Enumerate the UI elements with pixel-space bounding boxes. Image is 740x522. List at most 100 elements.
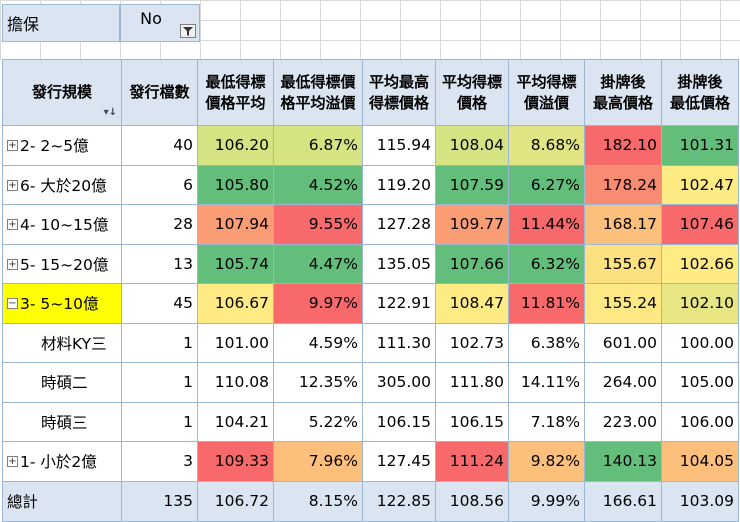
value-cell[interactable]: 9.55%	[273, 204, 363, 245]
value-cell[interactable]: 102.47	[661, 164, 739, 205]
value-cell[interactable]: 108.47	[435, 283, 509, 324]
expand-icon[interactable]: +	[7, 258, 18, 270]
value-cell[interactable]: 4.52%	[273, 164, 363, 205]
grand-total-cell[interactable]: 135	[121, 480, 198, 522]
row-label-cell[interactable]: +2- 2~5億	[2, 125, 122, 166]
value-cell[interactable]: 104.21	[197, 401, 274, 442]
value-cell[interactable]: 40	[121, 125, 198, 166]
value-cell[interactable]: 7.18%	[508, 401, 585, 442]
value-cell[interactable]: 6.38%	[508, 322, 585, 363]
value-cell[interactable]: 102.10	[661, 283, 739, 324]
value-cell[interactable]: 155.67	[584, 243, 662, 284]
grand-total-label[interactable]: 總計	[2, 480, 122, 522]
value-cell[interactable]: 1	[121, 401, 198, 442]
filter-dropdown-button[interactable]	[180, 24, 196, 38]
value-cell[interactable]: 105.00	[661, 362, 739, 403]
value-cell[interactable]: 1	[121, 322, 198, 363]
value-cell[interactable]: 105.74	[197, 243, 274, 284]
value-cell[interactable]: 111.24	[435, 441, 509, 482]
value-cell[interactable]: 119.20	[362, 164, 436, 205]
grand-total-cell[interactable]: 9.99%	[508, 480, 585, 522]
grand-total-cell[interactable]: 166.61	[584, 480, 662, 522]
value-cell[interactable]: 106.20	[197, 125, 274, 166]
value-cell[interactable]: 104.05	[661, 441, 739, 482]
pivot-row[interactable]: +1- 小於2億 3 109.33 7.96% 127.45 111.24 9.82% 140…	[2, 441, 739, 482]
value-cell[interactable]: 8.68%	[508, 125, 585, 166]
row-label-cell[interactable]: +5- 15~20億	[2, 243, 122, 284]
value-cell[interactable]: 1	[121, 362, 198, 403]
value-cell[interactable]: 223.00	[584, 401, 662, 442]
value-cell[interactable]: 9.97%	[273, 283, 363, 324]
value-cell[interactable]: 122.91	[362, 283, 436, 324]
value-cell[interactable]: 106.15	[435, 401, 509, 442]
value-cell[interactable]: 115.94	[362, 125, 436, 166]
row-label-cell[interactable]: 時碩二	[2, 362, 122, 403]
pivot-row[interactable]: 時碩二 1 110.08 12.35% 305.00 111.80 14.11% 264.00…	[2, 362, 739, 403]
pivot-row[interactable]: +6- 大於20億 6 105.80 4.52% 119.20 107.59 6.27% 17…	[2, 164, 739, 205]
pivot-row[interactable]: 材料KY三 1 101.00 4.59% 111.30 102.73 6.38% 601.00…	[2, 322, 739, 363]
value-cell[interactable]: 127.28	[362, 204, 436, 245]
value-cell[interactable]: 28	[121, 204, 198, 245]
value-cell[interactable]: 107.94	[197, 204, 274, 245]
expand-icon[interactable]: +	[7, 140, 18, 152]
value-cell[interactable]: 14.11%	[508, 362, 585, 403]
value-cell[interactable]: 107.46	[661, 204, 739, 245]
collapse-icon[interactable]: −	[7, 298, 18, 310]
value-cell[interactable]: 110.08	[197, 362, 274, 403]
value-cell[interactable]: 12.35%	[273, 362, 363, 403]
value-cell[interactable]: 135.05	[362, 243, 436, 284]
value-cell[interactable]: 6	[121, 164, 198, 205]
pivot-row[interactable]: +4- 10~15億 28 107.94 9.55% 127.28 109.77 11.44…	[2, 204, 739, 245]
value-cell[interactable]: 4.47%	[273, 243, 363, 284]
expand-icon[interactable]: +	[7, 179, 18, 191]
value-cell[interactable]: 102.66	[661, 243, 739, 284]
value-cell[interactable]: 9.82%	[508, 441, 585, 482]
grand-total-row[interactable]: 總計 135 106.72 8.15% 122.85 108.56 9.99% 166.61 1…	[2, 480, 739, 522]
value-cell[interactable]: 11.44%	[508, 204, 585, 245]
value-cell[interactable]: 3	[121, 441, 198, 482]
value-cell[interactable]: 5.22%	[273, 401, 363, 442]
grand-total-cell[interactable]: 122.85	[362, 480, 436, 522]
pivot-row[interactable]: 時碩三 1 104.21 5.22% 106.15 106.15 7.18% 223.00 10…	[2, 401, 739, 442]
value-cell[interactable]: 155.24	[584, 283, 662, 324]
value-cell[interactable]: 108.04	[435, 125, 509, 166]
pivot-row[interactable]: +2- 2~5億 40 106.20 6.87% 115.94 108.04 8.68% 18…	[2, 125, 739, 166]
value-cell[interactable]: 109.77	[435, 204, 509, 245]
value-cell[interactable]: 601.00	[584, 322, 662, 363]
grand-total-cell[interactable]: 108.56	[435, 480, 509, 522]
pivot-row[interactable]: +5- 15~20億 13 105.74 4.47% 135.05 107.66 6.32%…	[2, 243, 739, 284]
value-cell[interactable]: 111.80	[435, 362, 509, 403]
grand-total-cell[interactable]: 103.09	[661, 480, 739, 522]
value-cell[interactable]: 107.66	[435, 243, 509, 284]
value-cell[interactable]: 140.13	[584, 441, 662, 482]
value-cell[interactable]: 105.80	[197, 164, 274, 205]
pivot-row[interactable]: −3- 5~10億 45 106.67 9.97% 122.91 108.47 11.81%…	[2, 283, 739, 324]
grand-total-cell[interactable]: 106.72	[197, 480, 274, 522]
value-cell[interactable]: 106.67	[197, 283, 274, 324]
value-cell[interactable]: 178.24	[584, 164, 662, 205]
value-cell[interactable]: 106.00	[661, 401, 739, 442]
filter-value-cell[interactable]: No	[120, 4, 200, 42]
value-cell[interactable]: 11.81%	[508, 283, 585, 324]
value-cell[interactable]: 6.27%	[508, 164, 585, 205]
value-cell[interactable]: 101.31	[661, 125, 739, 166]
expand-icon[interactable]: +	[7, 456, 18, 468]
sort-filter-icon[interactable]: ▾↓	[103, 106, 117, 118]
value-cell[interactable]: 109.33	[197, 441, 274, 482]
value-cell[interactable]: 168.17	[584, 204, 662, 245]
value-cell[interactable]: 100.00	[661, 322, 739, 363]
row-label-cell[interactable]: −3- 5~10億	[2, 283, 122, 324]
value-cell[interactable]: 107.59	[435, 164, 509, 205]
expand-icon[interactable]: +	[7, 219, 18, 231]
value-cell[interactable]: 264.00	[584, 362, 662, 403]
value-cell[interactable]: 7.96%	[273, 441, 363, 482]
row-label-cell[interactable]: 材料KY三	[2, 322, 122, 363]
value-cell[interactable]: 6.87%	[273, 125, 363, 166]
value-cell[interactable]: 182.10	[584, 125, 662, 166]
value-cell[interactable]: 13	[121, 243, 198, 284]
row-label-cell[interactable]: +6- 大於20億	[2, 164, 122, 205]
row-label-cell[interactable]: 時碩三	[2, 401, 122, 442]
value-cell[interactable]: 305.00	[362, 362, 436, 403]
value-cell[interactable]: 127.45	[362, 441, 436, 482]
grand-total-cell[interactable]: 8.15%	[273, 480, 363, 522]
